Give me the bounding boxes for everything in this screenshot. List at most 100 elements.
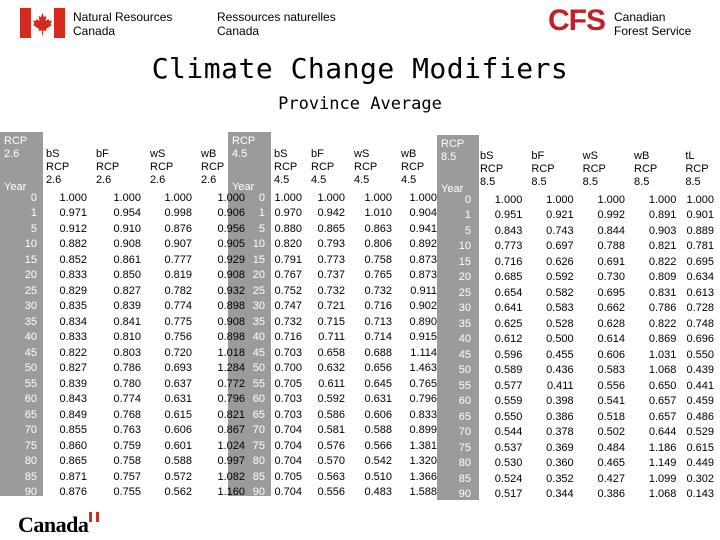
value-cell: 0.704 — [274, 455, 302, 468]
year-cell: 20 — [458, 271, 471, 284]
value-cell: 0.844 — [597, 224, 626, 237]
value-cell: 0.827 — [59, 362, 87, 375]
value-cell: 0.563 — [317, 470, 345, 483]
table-row: 90 0.517 0.344 0.386 1.068 0.143 — [437, 487, 720, 503]
value-cell: 0.765 — [364, 269, 392, 282]
value-cell: 0.810 — [113, 331, 141, 344]
table-row: 65 0.550 0.386 0.518 0.657 0.486 — [437, 409, 720, 425]
value-cell: 0.705 — [274, 377, 302, 390]
value-cell: 1.000 — [409, 191, 437, 204]
value-cell: 0.833 — [59, 331, 87, 344]
value-cell: 0.871 — [59, 470, 87, 483]
year-cell: 45 — [24, 346, 37, 359]
value-cell: 0.360 — [546, 457, 574, 470]
table-row: 50 0.827 0.786 0.693 1.284 — [0, 361, 251, 377]
column-name: bS — [479, 150, 494, 162]
value-cell: 1.000 — [648, 193, 677, 206]
value-cell: 0.628 — [597, 317, 626, 330]
value-cell: 0.537 — [494, 441, 523, 454]
table-row: 60 0.703 0.592 0.631 0.796 — [228, 392, 443, 408]
value-cell: 0.524 — [494, 472, 523, 485]
value-cell: 0.850 — [113, 269, 141, 282]
value-cell: 0.720 — [164, 346, 192, 359]
value-cell: 0.700 — [274, 362, 302, 375]
value-cell: 0.904 — [409, 207, 437, 220]
value-cell: 0.737 — [317, 269, 345, 282]
value-cell: 0.860 — [59, 439, 87, 452]
column-name: wB — [401, 148, 417, 160]
column-scenario-value: 8.5 — [685, 176, 701, 188]
year-header-rcp45: Year — [232, 181, 255, 193]
value-cell: 0.611 — [318, 377, 345, 390]
canada-wordmark: Canada — [18, 512, 100, 538]
value-cell: 0.589 — [494, 364, 523, 377]
column-name: wS — [354, 148, 370, 160]
scenario-label-rcp26: RCP 2.6 — [4, 135, 28, 160]
value-cell: 0.756 — [164, 331, 192, 344]
table-row: 0 1.000 1.000 1.000 1.000 1.000 — [437, 192, 720, 208]
value-cell: 0.484 — [597, 441, 626, 454]
value-cell: 1.000 — [217, 191, 245, 204]
value-cell: 1.284 — [217, 362, 245, 375]
column-scenario: RCP — [401, 161, 425, 173]
value-cell: 0.819 — [164, 269, 192, 282]
year-cell: 55 — [252, 377, 265, 390]
value-cell: 0.386 — [546, 410, 574, 423]
table-row: 10 0.773 0.697 0.788 0.821 0.781 — [437, 239, 720, 255]
value-cell: 0.705 — [274, 470, 302, 483]
value-cell: 0.833 — [409, 408, 437, 421]
year-col-spacer — [437, 150, 477, 189]
value-cell: 0.657 — [648, 410, 677, 423]
value-cell: 0.572 — [164, 470, 192, 483]
value-cell: 0.696 — [686, 333, 714, 346]
year-cell: 5 — [30, 222, 37, 235]
value-cell: 0.905 — [217, 238, 245, 251]
value-cell: 0.465 — [597, 457, 626, 470]
value-cell: 0.867 — [217, 424, 245, 437]
year-cell: 70 — [24, 424, 37, 437]
year-header-rcp85: Year — [441, 183, 464, 195]
table-row: 50 0.700 0.632 0.656 1.463 — [228, 361, 443, 377]
column-name: wS — [150, 148, 166, 160]
year-cell: 65 — [24, 408, 37, 421]
value-cell: 0.658 — [317, 346, 345, 359]
column-scenario-value: 8.5 — [479, 176, 496, 188]
year-cell: 40 — [24, 331, 37, 344]
table-row: 85 0.705 0.563 0.510 1.366 — [228, 469, 443, 485]
year-cell: 25 — [24, 284, 37, 297]
value-cell: 0.898 — [217, 331, 245, 344]
value-cell: 0.831 — [648, 286, 677, 299]
column-name: wS — [582, 150, 598, 162]
column-header: bF RCP 2.6 — [93, 148, 147, 187]
value-cell: 1.000 — [546, 193, 574, 206]
column-scenario: RCP — [46, 161, 70, 173]
value-cell: 0.398 — [546, 395, 574, 408]
year-cell: 10 — [24, 238, 37, 251]
value-cell: 0.901 — [686, 209, 714, 222]
table-row: 20 0.685 0.592 0.730 0.809 0.634 — [437, 270, 720, 286]
column-name: bS — [46, 148, 60, 160]
column-header: bF RCP 8.5 — [528, 150, 579, 189]
year-cell: 75 — [252, 439, 265, 452]
value-cell: 1.149 — [648, 457, 677, 470]
value-cell: 0.441 — [686, 379, 714, 392]
value-cell: 1.000 — [364, 191, 392, 204]
value-cell: 0.809 — [648, 271, 677, 284]
column-name: bF — [531, 150, 545, 162]
value-cell: 0.654 — [494, 286, 523, 299]
column-header: wB RCP 8.5 — [631, 150, 682, 189]
value-cell: 1.320 — [409, 455, 437, 468]
table-row: 30 0.641 0.583 0.662 0.786 0.728 — [437, 301, 720, 317]
value-cell: 0.898 — [217, 300, 245, 313]
column-scenario: RCP — [311, 161, 335, 173]
value-cell: 0.606 — [164, 424, 192, 437]
value-cell: 0.876 — [59, 486, 87, 499]
table-row: 70 0.544 0.378 0.502 0.644 0.529 — [437, 425, 720, 441]
value-cell: 0.583 — [546, 302, 574, 315]
year-cell: 0 — [258, 191, 265, 204]
column-header: wS RCP 2.6 — [147, 148, 198, 187]
year-cell: 45 — [458, 348, 471, 361]
table-row: 60 0.843 0.774 0.631 0.796 — [0, 392, 251, 408]
value-cell: 0.907 — [164, 238, 192, 251]
table-row: 1 0.951 0.921 0.992 0.891 0.901 — [437, 208, 720, 224]
